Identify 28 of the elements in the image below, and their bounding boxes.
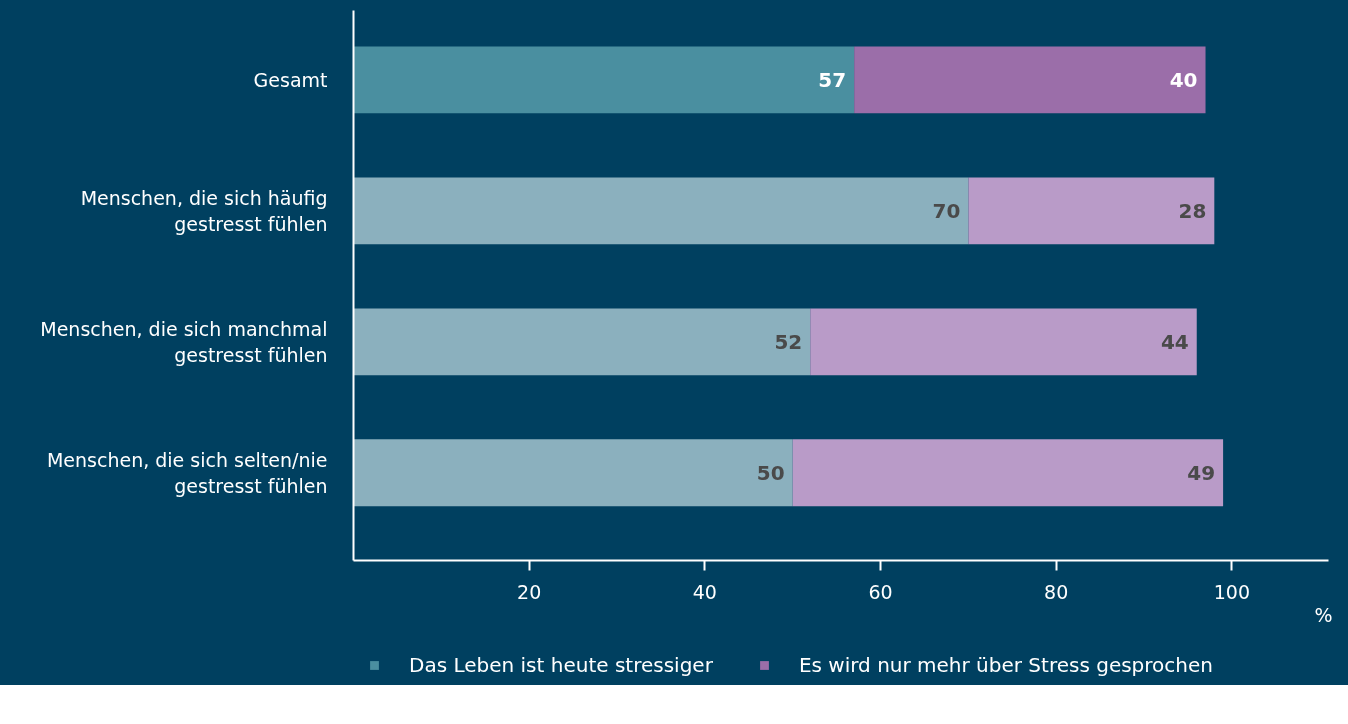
data-label: 40: [1169, 67, 1198, 92]
x-axis-title: %: [1314, 603, 1333, 626]
y-tick-label: Menschen, die sich selten/nie gestresst fühlen: [46, 448, 328, 497]
bar: [353, 308, 811, 376]
data-label: 70: [932, 198, 961, 223]
y-tick-label: Menschen, die sich manchmal gestresst fühlen: [40, 317, 328, 367]
bar: [353, 439, 793, 507]
x-tick-label: 100: [1213, 580, 1251, 603]
x-tick-label: 40: [692, 580, 717, 603]
x-tick-label: 80: [1044, 580, 1069, 603]
data-label: 50: [756, 460, 785, 485]
bar: [353, 46, 855, 114]
data-label: 44: [1160, 329, 1189, 354]
bar: [792, 439, 1224, 507]
bar: [854, 46, 1206, 114]
legend-label: Es wird nur mehr über Stress gesprochen: [798, 653, 1213, 677]
bar: [968, 177, 1215, 245]
y-tick-label: Menschen, die sich häufig gestresst fühlen: [80, 186, 328, 236]
legend-label: Das Leben ist heute stressiger: [409, 653, 713, 677]
data-label: 28: [1178, 198, 1207, 223]
bar: [810, 308, 1197, 376]
data-label: 52: [774, 329, 803, 354]
data-label: 49: [1187, 460, 1216, 485]
bar: [353, 177, 969, 245]
x-tick-label: 60: [868, 580, 893, 603]
y-tick-label: Gesamt: [253, 68, 328, 91]
data-label: 57: [818, 67, 847, 92]
x-tick-label: 20: [517, 580, 542, 603]
